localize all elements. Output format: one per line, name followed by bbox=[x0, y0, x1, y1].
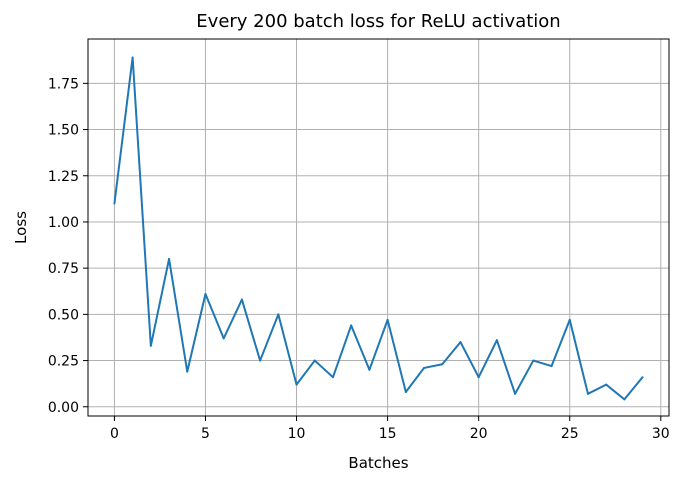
y-axis-label: Loss bbox=[12, 211, 30, 244]
x-tick-label: 5 bbox=[201, 426, 210, 442]
data-point bbox=[240, 298, 243, 301]
y-tick-label: 0.75 bbox=[48, 261, 79, 277]
data-point bbox=[204, 293, 207, 296]
data-point bbox=[477, 376, 480, 379]
x-tick-label: 0 bbox=[110, 426, 119, 442]
y-tick-label: 1.75 bbox=[48, 76, 79, 92]
data-point bbox=[605, 383, 608, 386]
chart-title: Every 200 batch loss for ReLU activation bbox=[196, 11, 560, 32]
plot-frame bbox=[87, 38, 670, 417]
data-point bbox=[641, 376, 644, 379]
y-tick-label: 0.25 bbox=[48, 354, 79, 370]
data-point bbox=[441, 363, 444, 366]
y-tick-label: 0.00 bbox=[48, 400, 79, 416]
data-point bbox=[404, 390, 407, 393]
y-tick-labels: 0.00 0.25 0.50 0.75 1.00 1.25 1.50 1.75 bbox=[48, 76, 79, 415]
x-axis-label: Batches bbox=[348, 454, 408, 472]
data-point bbox=[149, 344, 152, 347]
loss-series-line bbox=[113, 56, 644, 401]
data-point bbox=[568, 318, 571, 321]
data-point bbox=[168, 257, 171, 260]
data-point bbox=[423, 366, 426, 369]
data-point bbox=[259, 359, 262, 362]
data-point bbox=[350, 324, 353, 327]
grid-lines bbox=[88, 39, 669, 416]
data-point bbox=[131, 56, 134, 59]
tick-marks bbox=[83, 82, 662, 421]
x-tick-label: 30 bbox=[652, 426, 670, 442]
y-tick-label: 1.50 bbox=[48, 123, 79, 139]
series-layer bbox=[113, 56, 644, 401]
data-point bbox=[550, 365, 553, 368]
data-point bbox=[495, 339, 498, 342]
x-tick-label: 25 bbox=[561, 426, 579, 442]
y-tick-label: 0.50 bbox=[48, 307, 79, 323]
data-point bbox=[623, 398, 626, 401]
data-point bbox=[277, 313, 280, 316]
data-point bbox=[368, 368, 371, 371]
x-tick-label: 20 bbox=[470, 426, 488, 442]
data-point bbox=[222, 337, 225, 340]
data-point bbox=[514, 392, 517, 395]
data-point bbox=[186, 370, 189, 373]
data-point bbox=[113, 202, 116, 205]
data-point bbox=[331, 376, 334, 379]
y-tick-label: 1.00 bbox=[48, 215, 79, 231]
x-tick-label: 15 bbox=[379, 426, 397, 442]
data-point bbox=[313, 359, 316, 362]
x-tick-label: 10 bbox=[288, 426, 306, 442]
y-tick-label: 1.25 bbox=[48, 169, 79, 185]
data-point bbox=[386, 318, 389, 321]
data-point bbox=[295, 383, 298, 386]
data-point bbox=[532, 359, 535, 362]
x-tick-labels: 0 5 10 15 20 25 30 bbox=[110, 426, 670, 442]
data-point bbox=[586, 392, 589, 395]
data-point bbox=[459, 341, 462, 344]
